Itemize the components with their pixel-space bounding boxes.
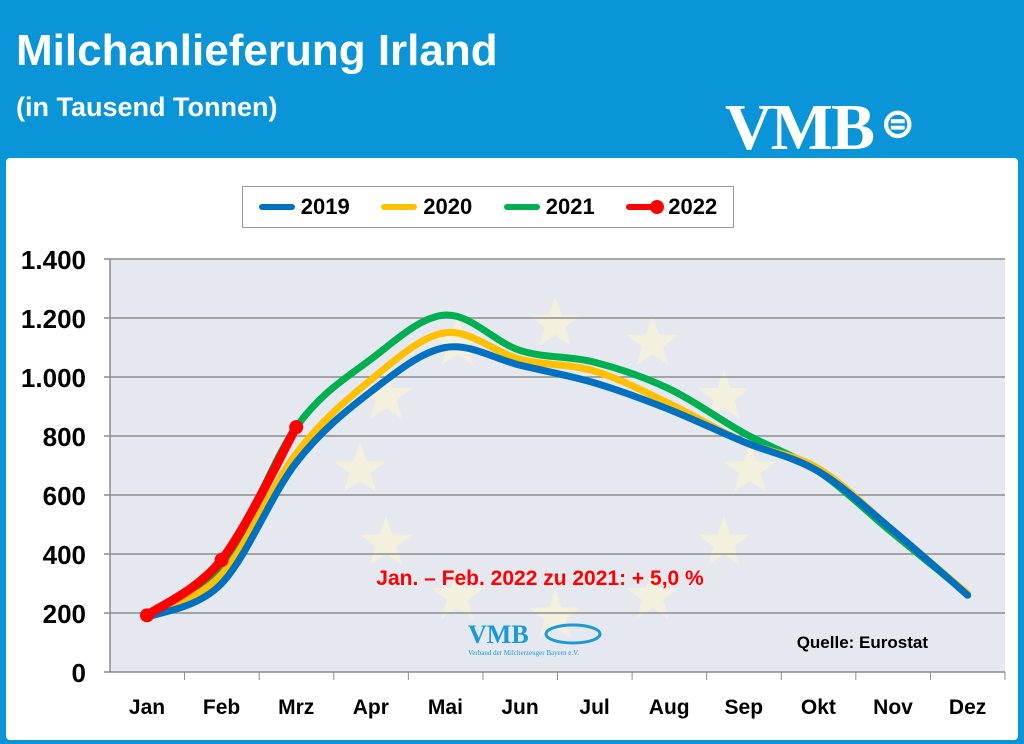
page-title: Milchanlieferung Irland [16,26,498,75]
x-tick-label: Feb [203,696,240,719]
legend-item-2019: 2019 [258,194,350,220]
vmb-logo: VMB ⊜ [725,91,914,164]
x-tick-label: Jan [129,696,165,719]
legend-item-2022: 2022 [626,194,717,220]
y-tick-label: 1.400 [21,245,86,275]
legend-item-2021: 2021 [503,194,595,220]
source-label: Quelle: Eurostat [797,633,929,652]
x-tick-label: Jul [579,696,609,719]
star-icon [529,296,581,346]
y-tick-label: 1.000 [21,363,86,393]
annotation: Jan. – Feb. 2022 zu 2021: + 5,0 % [376,567,704,590]
y-tick-label: 400 [43,540,86,570]
legend-item-2020: 2020 [381,194,472,220]
x-tick-label: Dez [949,696,986,719]
x-tick-label: Mrz [278,696,314,719]
x-tick-label: Apr [353,696,389,719]
data-point-2022 [289,420,304,435]
x-tick-label: Sep [725,696,764,719]
legend: 2019 2020 2021 2022 [242,186,734,228]
star-icon [431,316,484,366]
star-icon [626,569,679,619]
header: Milchanlieferung Irland (in Tausend Tonn… [0,0,1024,164]
x-tick-label: Jun [501,696,538,719]
watermark-logo: VMB [468,620,529,649]
logo-swirl-icon [544,623,602,645]
star-icon [626,316,679,366]
watermark-text: Verband der Milcherzeuger Bayern e.V. [468,649,579,657]
star-icon [360,369,412,419]
star-icon [724,443,776,492]
x-tick-label: Okt [801,696,836,719]
star-icon [360,516,412,565]
star-icon [431,569,484,619]
page-subtitle: (in Tausend Tonnen) [16,92,278,122]
x-tick-label: Aug [649,696,690,719]
y-tick-label: 0 [72,658,86,688]
y-tick-label: 1.200 [21,304,86,334]
data-point-2022 [140,608,154,623]
x-tick-label: Mai [428,696,463,719]
star-icon [334,443,386,492]
series-line-2019 [143,343,972,621]
data-point-2022 [214,552,229,567]
star-icon [698,369,750,419]
star-icon [698,516,750,565]
y-tick-label: 600 [43,481,86,511]
x-tick-label: Nov [873,696,913,719]
y-tick-label: 800 [43,422,86,452]
y-tick-label: 200 [43,599,86,629]
